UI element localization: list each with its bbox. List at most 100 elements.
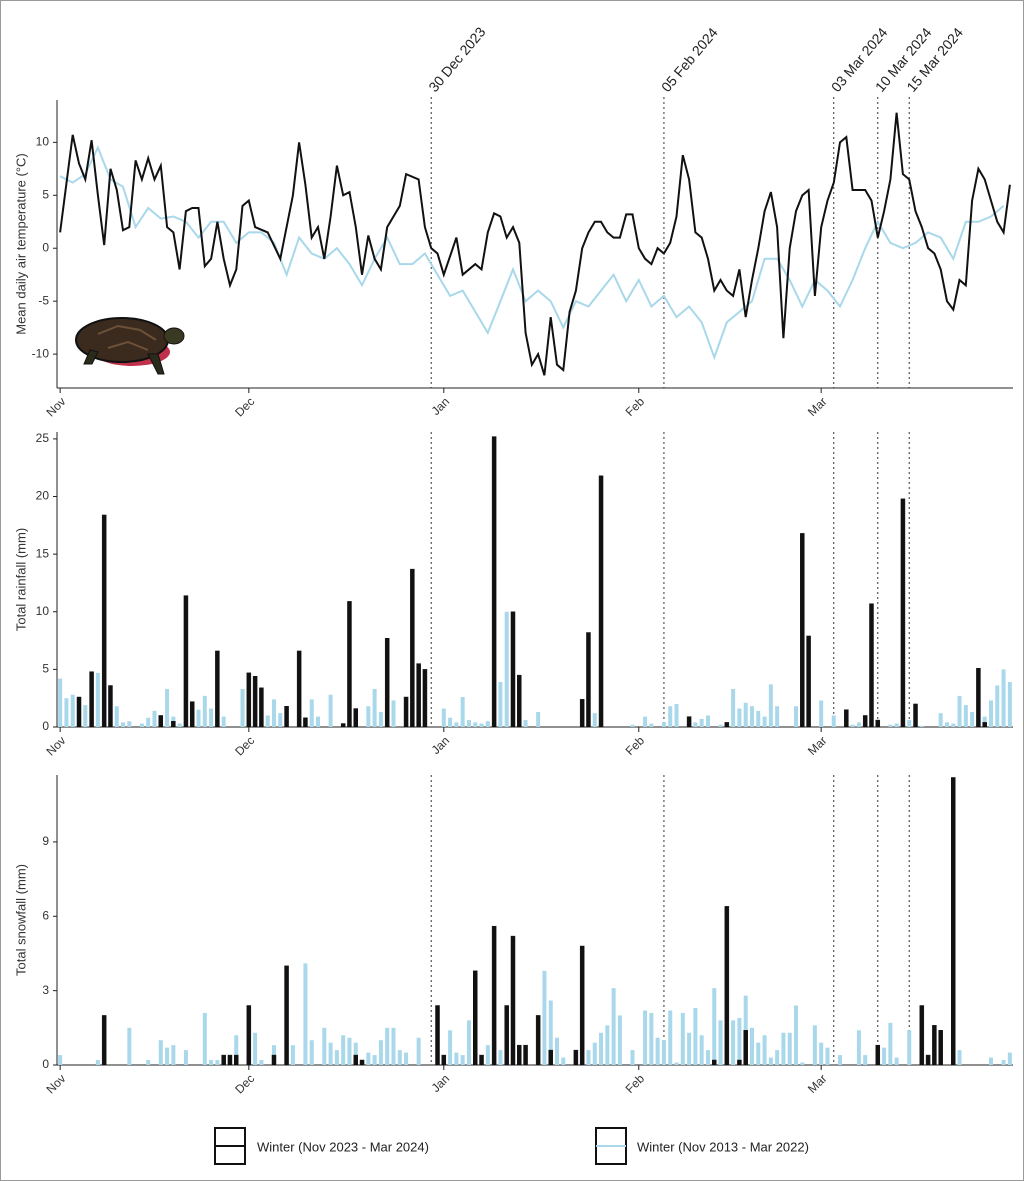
bar bbox=[743, 702, 748, 727]
bar bbox=[359, 1059, 365, 1066]
bar bbox=[617, 1015, 622, 1065]
bar bbox=[705, 715, 710, 727]
bar bbox=[491, 436, 497, 728]
y-tick-label: 6 bbox=[42, 908, 49, 922]
bar bbox=[353, 1054, 358, 1066]
bar bbox=[592, 1042, 597, 1065]
bar bbox=[712, 1059, 717, 1066]
bar bbox=[58, 1055, 63, 1065]
bar bbox=[988, 1057, 993, 1065]
y-tick-label: 0 bbox=[42, 719, 49, 733]
bar bbox=[643, 1010, 648, 1065]
bar bbox=[907, 1030, 912, 1065]
y-tick-label: 25 bbox=[36, 431, 50, 445]
bar bbox=[189, 701, 195, 728]
bar bbox=[724, 722, 730, 728]
bar bbox=[611, 988, 616, 1065]
bar bbox=[825, 1047, 830, 1065]
bar bbox=[794, 1005, 799, 1065]
bar bbox=[831, 715, 836, 727]
bar bbox=[988, 700, 993, 727]
turtle-scutes bbox=[97, 324, 157, 351]
bar bbox=[743, 1030, 748, 1066]
bar bbox=[737, 1017, 742, 1065]
bar bbox=[271, 1054, 277, 1066]
bar bbox=[227, 1054, 233, 1066]
bar bbox=[517, 674, 522, 728]
bar bbox=[441, 1054, 447, 1066]
bar bbox=[391, 1027, 396, 1065]
bar bbox=[334, 1050, 339, 1065]
bar bbox=[894, 1057, 899, 1065]
bar bbox=[158, 715, 164, 728]
bar bbox=[83, 705, 88, 727]
bar bbox=[756, 1042, 761, 1065]
bar bbox=[296, 650, 302, 728]
bar bbox=[252, 676, 258, 728]
bar bbox=[202, 1012, 207, 1065]
bar bbox=[812, 1025, 817, 1065]
bar bbox=[158, 1040, 163, 1065]
bar bbox=[146, 1060, 151, 1065]
bar bbox=[925, 1054, 931, 1066]
bar bbox=[548, 1000, 553, 1065]
bar bbox=[328, 694, 333, 727]
bar bbox=[479, 1054, 484, 1066]
bar bbox=[95, 1060, 100, 1065]
bar bbox=[674, 703, 679, 727]
bar bbox=[787, 1032, 792, 1065]
bar bbox=[466, 1020, 471, 1065]
turtle-legs bbox=[83, 349, 165, 375]
bar bbox=[561, 1057, 566, 1065]
bar bbox=[460, 697, 465, 727]
bar bbox=[605, 1025, 610, 1065]
bar bbox=[101, 514, 107, 728]
bar bbox=[919, 1005, 925, 1066]
bar bbox=[234, 1054, 239, 1066]
bar bbox=[875, 1044, 881, 1066]
bar bbox=[705, 1050, 710, 1065]
turtle-icon bbox=[75, 317, 185, 375]
bar bbox=[951, 723, 956, 727]
bar bbox=[196, 709, 201, 727]
bar bbox=[221, 716, 226, 727]
bar bbox=[341, 1035, 346, 1065]
bar bbox=[592, 713, 597, 727]
bar bbox=[649, 723, 654, 727]
bar bbox=[598, 475, 604, 728]
bar bbox=[768, 684, 773, 727]
bar bbox=[146, 717, 151, 727]
bar bbox=[762, 716, 767, 727]
bar bbox=[579, 945, 585, 1066]
bar bbox=[485, 1045, 490, 1065]
bar bbox=[907, 720, 912, 727]
bar bbox=[404, 1052, 409, 1065]
bar bbox=[844, 709, 849, 728]
bar bbox=[284, 706, 289, 728]
bar bbox=[863, 1055, 868, 1065]
bar bbox=[970, 712, 975, 727]
bar bbox=[70, 694, 75, 727]
bar bbox=[680, 1012, 685, 1065]
y-tick-label: -10 bbox=[32, 346, 50, 360]
bar bbox=[127, 721, 132, 727]
bar bbox=[215, 1060, 220, 1065]
bar bbox=[240, 688, 245, 727]
y-tick-label: 0 bbox=[42, 1057, 49, 1071]
bar bbox=[183, 595, 189, 728]
bar bbox=[687, 1032, 692, 1065]
y-axis-label: Mean daily air temperature (°C) bbox=[13, 153, 28, 335]
bar bbox=[89, 671, 94, 728]
bar bbox=[454, 1052, 459, 1065]
bar bbox=[768, 1057, 773, 1065]
bar bbox=[957, 1050, 962, 1065]
bar bbox=[372, 688, 377, 727]
legend-label: Winter (Nov 2023 - Mar 2024) bbox=[257, 1139, 429, 1154]
bar bbox=[875, 719, 881, 728]
y-tick-label: 3 bbox=[42, 983, 49, 997]
bar bbox=[435, 1005, 440, 1066]
bar bbox=[177, 723, 182, 727]
bar bbox=[309, 1040, 314, 1065]
bar bbox=[1001, 669, 1006, 727]
